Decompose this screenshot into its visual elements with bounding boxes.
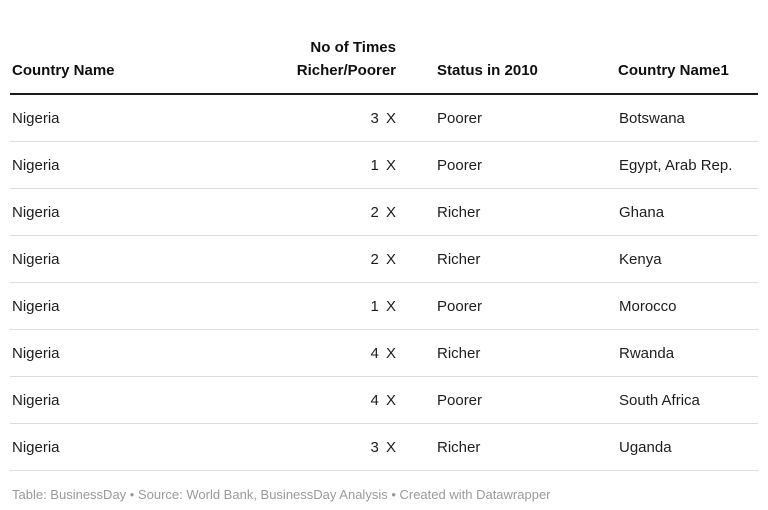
column-header-line-1: No of Times (310, 39, 396, 56)
cell-country-name1: Kenya (618, 235, 758, 283)
attribution-footer: Table: BusinessDay • Source: World Bank,… (12, 487, 551, 502)
cell-country-name: Nigeria (10, 141, 250, 189)
table-body: Nigeria 3 X Poorer Botswana Nigeria 1 X Poorer… (10, 94, 758, 471)
table-row: Nigeria 2 X Richer Kenya (10, 235, 758, 283)
cell-status-in-2010: Richer (400, 235, 618, 283)
cell-country-name1: Rwanda (618, 329, 758, 377)
cell-times-richer-poorer: 2 X (250, 188, 400, 236)
table-row: Nigeria 1 X Poorer Morocco (10, 282, 758, 330)
cell-times-richer-poorer: 1 X (250, 282, 400, 330)
data-table: Country Name No of Times Richer/Poorer S… (10, 0, 758, 471)
cell-status-in-2010: Poorer (437, 109, 483, 127)
cell-status-in-2010: Richer (400, 329, 618, 377)
cell-country-name1: Ghana (618, 188, 758, 236)
cell-country-name1: South Africa (618, 376, 758, 424)
cell-country-name: Nigeria (10, 423, 250, 471)
cell-status-in-2010: Poorer (400, 376, 618, 424)
table-row: Nigeria 3 X Poorer Botswana (10, 94, 758, 142)
cell-times-richer-poorer: 1 X (250, 141, 400, 189)
cell-country-name: Nigeria (10, 235, 250, 283)
column-header-country-name: Country Name (10, 0, 250, 95)
table-header: Country Name No of Times Richer/Poorer S… (10, 0, 758, 95)
cell-country-name1: Morocco (618, 282, 758, 330)
cell-country-name: Nigeria (10, 376, 250, 424)
cell-country-name: Nigeria (10, 329, 250, 377)
cell-times-richer-poorer: 2 X (250, 235, 400, 283)
cell-status-in-2010: Richer (400, 188, 618, 236)
cell-times-richer-poorer: 4 X (250, 329, 400, 377)
cell-times-richer-poorer: 3 X (370, 109, 396, 127)
cell-country-name: Nigeria (10, 188, 250, 236)
column-header-line-2: Richer/Poorer (296, 62, 396, 79)
cell-status-in-2010: Poorer (400, 282, 618, 330)
cell-country-name1: Botswana (619, 109, 685, 127)
cell-country-name: Nigeria (10, 282, 250, 330)
column-header-country-name1: Country Name1 (618, 0, 758, 95)
cell-times-richer-poorer: 4 X (250, 376, 400, 424)
table-header-row: Country Name No of Times Richer/Poorer S… (10, 0, 758, 95)
cell-status-in-2010: Poorer (400, 141, 618, 189)
cell-status-in-2010: Richer (400, 423, 618, 471)
table-row: Nigeria 1 X Poorer Egypt, Arab Rep. (10, 141, 758, 189)
table-row: Nigeria 4 X Richer Rwanda (10, 329, 758, 377)
table-row: Nigeria 2 X Richer Ghana (10, 188, 758, 236)
table-row: Nigeria 3 X Richer Uganda (10, 423, 758, 471)
table-row: Nigeria 4 X Poorer South Africa (10, 376, 758, 424)
cell-country-name1: Uganda (618, 423, 758, 471)
cell-times-richer-poorer: 3 X (250, 423, 400, 471)
column-header-times-richer-poorer: No of Times Richer/Poorer (250, 0, 400, 95)
cell-country-name: Nigeria (12, 109, 60, 127)
cell-country-name1: Egypt, Arab Rep. (618, 141, 758, 189)
column-header-status-in-2010: Status in 2010 (400, 0, 618, 95)
